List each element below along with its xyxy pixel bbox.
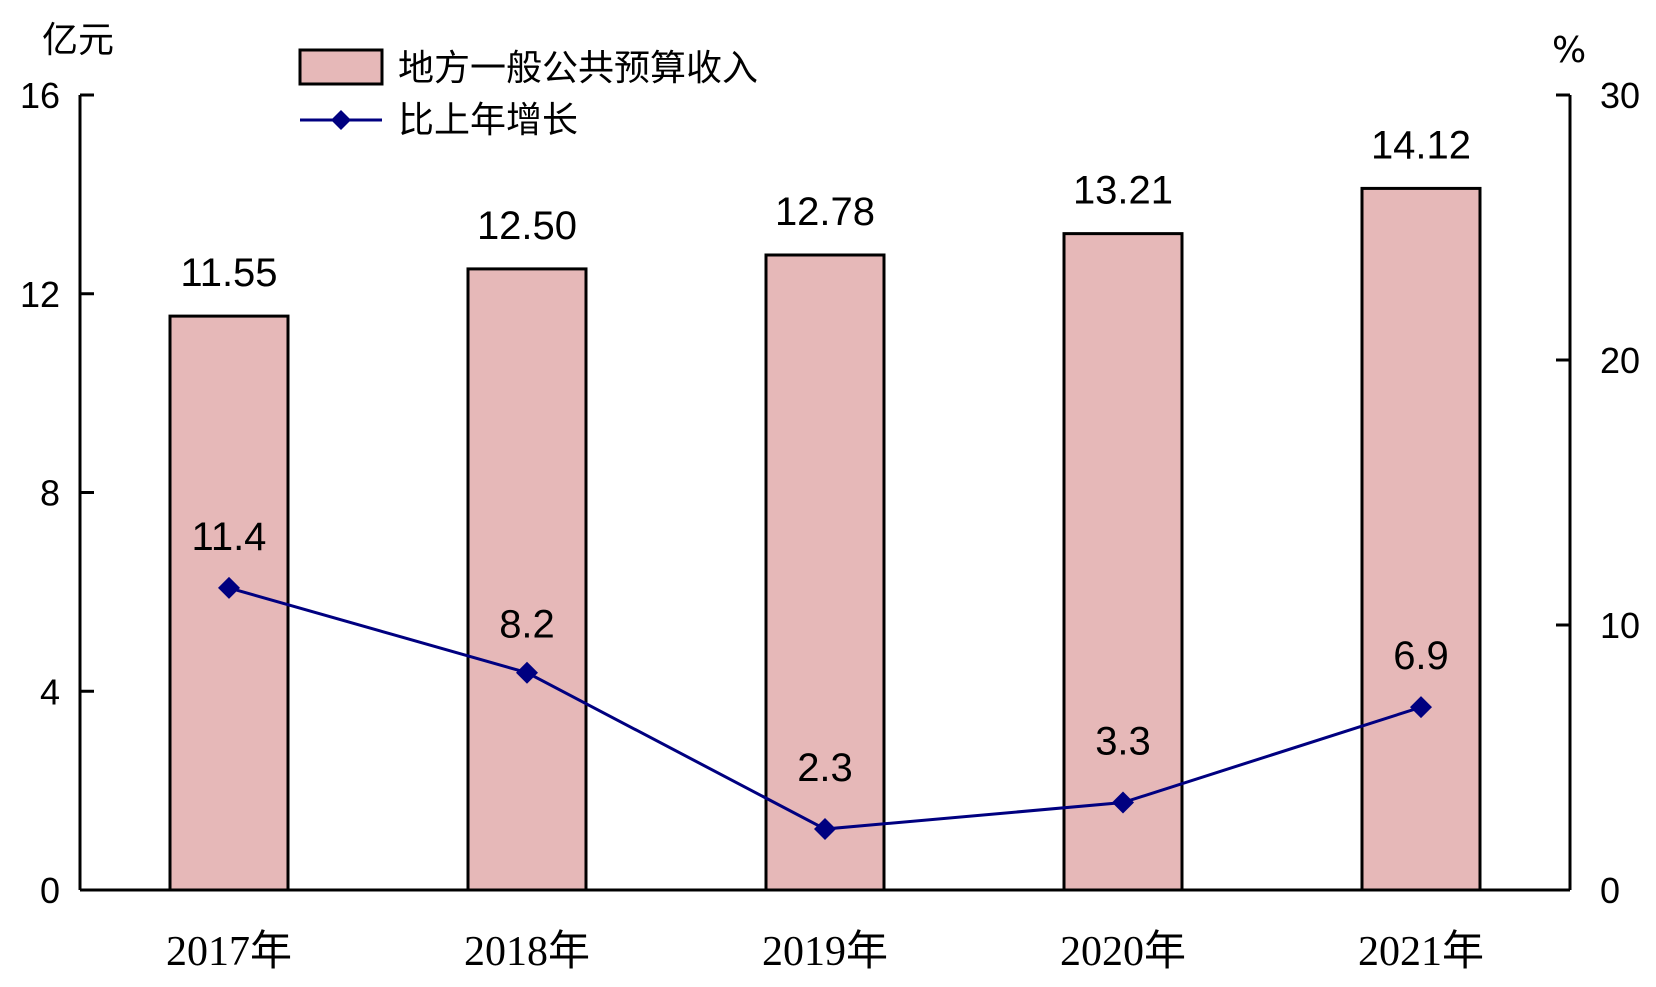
bar-value-label: 11.55 [180,251,277,295]
line-value-label: 6.9 [1393,634,1449,678]
bar-value-label: 13.21 [1073,169,1173,213]
line-value-label: 3.3 [1095,720,1151,764]
line-point-marker [218,576,240,599]
bar-series [168,186,1482,892]
line-value-label: 8.2 [499,603,555,647]
line-point-marker [1410,696,1432,719]
left-tick-label: 0 [40,870,60,911]
line-point-marker [1112,791,1134,814]
left-tick-label: 4 [40,671,60,712]
right-tick-label: 0 [1600,870,1620,911]
x-tick-label: 2021年 [1358,928,1484,975]
x-axis-labels: 2017年 2018年 2019年 2020年 2021年 [166,928,1484,975]
line-series [218,576,1432,841]
legend-label-line: 比上年增长 [398,100,578,141]
line-point-marker [814,818,836,841]
left-tick-label: 12 [20,274,60,315]
bar-value-label: 12.50 [477,204,577,248]
x-tick-label: 2020年 [1060,928,1186,975]
line-value-label: 2.3 [797,746,853,790]
left-axis-unit: 亿元 [42,20,114,61]
line-value-labels: 11.4 8.2 2.3 3.3 6.9 [192,515,1449,790]
left-tick-label: 8 [40,473,60,514]
bar [1360,186,1482,892]
right-tick-label: 10 [1600,605,1640,646]
bar-value-label: 14.12 [1371,123,1471,167]
x-tick-label: 2018年 [464,928,590,975]
line-point-marker [516,661,538,684]
bar [168,314,290,892]
right-tick-label: 20 [1600,340,1640,381]
bar-value-label: 12.78 [775,190,875,234]
left-tick-label: 16 [20,75,60,116]
left-axis-ticks: 0 4 8 12 16 [20,75,94,911]
legend-label-bar: 地方一般公共预算收入 [398,48,758,89]
right-axis-unit: % [1552,30,1586,71]
bar [1062,232,1184,892]
right-axis-ticks: 0 10 20 30 [1556,75,1640,911]
x-tick-label: 2019年 [762,928,888,975]
legend-diamond-marker [331,110,351,130]
line-value-label: 11.4 [192,515,267,559]
legend: 地方一般公共预算收入 比上年增长 [298,48,758,141]
bar [764,253,886,892]
bar-value-labels: 11.55 12.50 12.78 13.21 14.12 [180,123,1471,295]
legend-swatch-bar [298,48,384,86]
bar [466,267,588,892]
right-tick-label: 30 [1600,75,1640,116]
x-tick-label: 2017年 [166,928,292,975]
